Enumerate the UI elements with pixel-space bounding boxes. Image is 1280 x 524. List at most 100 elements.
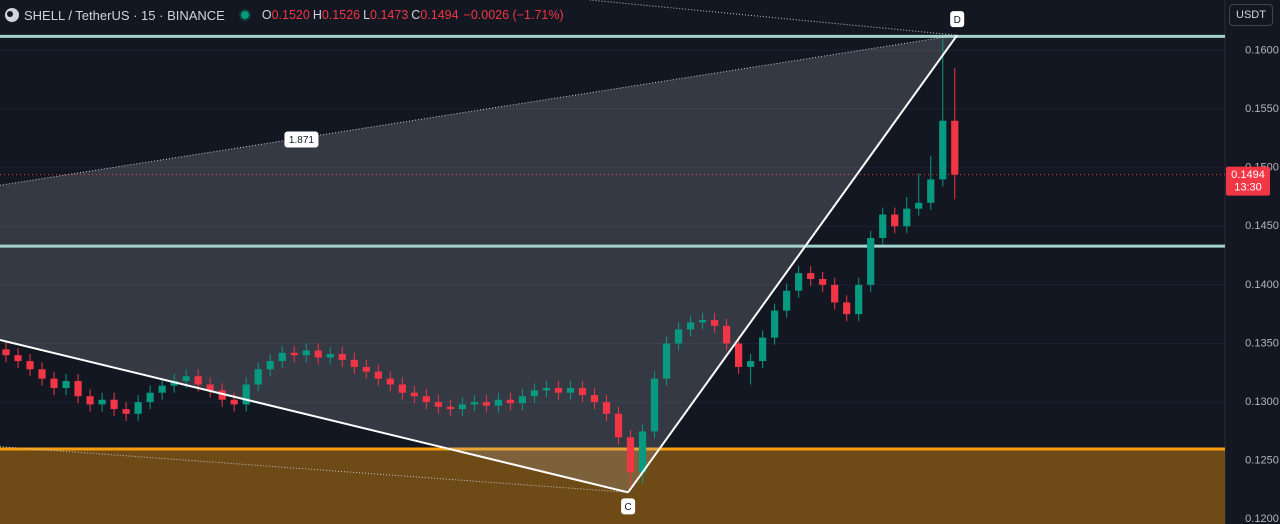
candle-body (2, 349, 10, 356)
candle-body (662, 343, 671, 379)
pattern-label: 1.871 (289, 135, 314, 146)
candle-body (831, 284, 839, 303)
candle-body (650, 378, 659, 432)
candle-body (38, 369, 46, 379)
candle-body (783, 290, 791, 311)
candle-body (951, 120, 959, 175)
pattern-label-box (950, 11, 965, 28)
candle-body (182, 376, 190, 381)
candle-body (771, 310, 779, 338)
candle-body (698, 320, 707, 323)
candle-body (915, 202, 923, 209)
candle-body (326, 354, 334, 358)
candle-body (218, 390, 226, 400)
candle-body (446, 406, 454, 410)
candle-body (338, 354, 346, 360)
candle-body (482, 402, 490, 406)
candle-body (266, 361, 274, 370)
candle-body (819, 278, 827, 285)
candle-body (903, 208, 911, 227)
candle-body (891, 214, 899, 227)
candle-body (146, 392, 154, 403)
candle-body (939, 120, 947, 180)
candle-body (807, 273, 815, 279)
candle-body (122, 409, 130, 414)
candle-body (614, 413, 623, 438)
symbol-icon (5, 8, 19, 22)
candle-body (98, 399, 106, 405)
candle-body (434, 402, 442, 407)
symbol: SHELL / TetherUS · 15 · BINANCE (24, 7, 225, 23)
candle-body (110, 399, 118, 410)
candle-body (722, 325, 731, 344)
currency-button[interactable]: USDT (1229, 4, 1273, 26)
candle-body (747, 361, 755, 367)
y-tick-label: 0.1450 (1245, 220, 1279, 232)
candle-body (74, 380, 82, 397)
candle-body (242, 384, 250, 405)
pattern-label: D (954, 15, 961, 26)
pattern-label-box (621, 498, 636, 515)
candle-body (230, 399, 238, 405)
candle-body (518, 396, 527, 404)
candle-body (158, 385, 166, 393)
candle-body (170, 380, 178, 386)
candle-body (530, 390, 539, 397)
candle-body (278, 352, 286, 362)
candle-body (350, 359, 358, 367)
candle-body (62, 380, 70, 389)
candle-body (458, 404, 466, 410)
candle-body (735, 343, 743, 367)
candle-body (254, 369, 262, 385)
ohlc-value: 0.1494 (420, 8, 459, 22)
pattern-fill (0, 35, 958, 493)
candle-body (362, 366, 370, 372)
candle-body (26, 361, 34, 370)
candle-body (855, 284, 863, 315)
candle-body (626, 437, 635, 473)
candle-body (638, 431, 647, 473)
candle-body (494, 399, 503, 406)
ohlc-key: H (312, 8, 322, 22)
candle-body (566, 388, 575, 393)
y-tick-label: 0.1600 (1245, 44, 1279, 56)
ohlc-value: 0.1520 (271, 8, 310, 22)
y-tick-label: 0.1250 (1245, 455, 1279, 467)
ohlc-key: C (411, 8, 421, 22)
candle-body (710, 320, 719, 326)
candle-body (927, 179, 935, 203)
candle-body (302, 350, 310, 356)
ohlc-value: 0.1473 (370, 8, 409, 22)
candle-body (134, 402, 142, 414)
y-tick-label: 0.1350 (1245, 337, 1279, 349)
candle-body (578, 388, 587, 396)
ohlc: O0.1520 H0.1526 L0.1473 C0.1494 (259, 8, 459, 22)
ohlc-value: 0.1526 (321, 8, 361, 22)
candle-body (542, 388, 551, 391)
candle-body (14, 355, 22, 362)
countdown-label: 13:30 (1234, 182, 1262, 194)
candle-body (410, 392, 418, 397)
candle-body (879, 214, 887, 238)
candle-body (290, 352, 298, 356)
candle-body (50, 378, 58, 389)
change: −0.0026 (−1.71%) (463, 8, 564, 22)
y-tick-label: 0.1200 (1245, 513, 1279, 524)
candle-body (590, 395, 599, 403)
pattern-label: C (624, 502, 631, 513)
candle-body (674, 329, 683, 344)
legend: SHELL / TetherUS · 15 · BINANCE O0.1520 H… (4, 5, 564, 25)
candle-body (194, 376, 202, 385)
candle-body (206, 384, 214, 391)
ohlc-key: O (261, 8, 272, 22)
candle-body (554, 388, 563, 393)
last-price-box (1226, 166, 1270, 196)
ohlc-key: L (363, 8, 371, 22)
candle-body (602, 402, 611, 414)
candle-body (759, 337, 767, 362)
pattern-line (0, 338, 629, 494)
status-dot (238, 9, 251, 21)
pattern-label-box (284, 131, 319, 148)
